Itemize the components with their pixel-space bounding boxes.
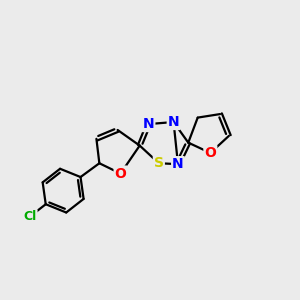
Text: N: N: [168, 115, 179, 129]
Text: S: S: [154, 156, 164, 170]
Text: N: N: [172, 157, 184, 171]
Text: Cl: Cl: [23, 210, 37, 223]
Text: N: N: [143, 117, 154, 131]
Text: O: O: [204, 146, 216, 160]
Text: O: O: [115, 167, 127, 181]
